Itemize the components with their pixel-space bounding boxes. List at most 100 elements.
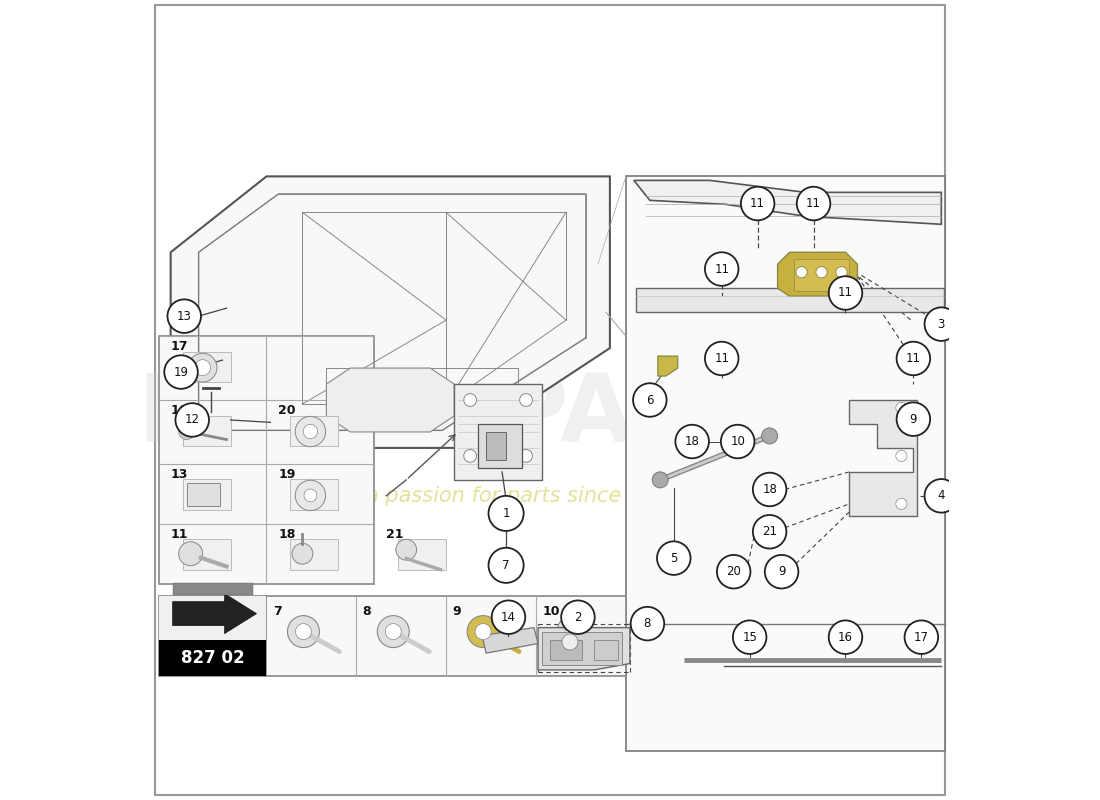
Circle shape	[475, 624, 491, 639]
Text: 18: 18	[762, 483, 777, 496]
Bar	[158, 336, 374, 584]
Circle shape	[634, 383, 667, 417]
Bar	[183, 539, 231, 570]
Text: EUROSPARE: EUROSPARE	[138, 370, 771, 462]
Text: 8: 8	[644, 617, 651, 630]
Circle shape	[295, 480, 326, 510]
Circle shape	[488, 548, 524, 583]
Circle shape	[195, 360, 210, 376]
Circle shape	[488, 496, 524, 531]
Bar	[793, 258, 849, 290]
Circle shape	[385, 624, 402, 639]
Text: 20: 20	[278, 404, 296, 418]
Bar	[158, 596, 266, 675]
Text: 6: 6	[646, 394, 653, 406]
Circle shape	[468, 616, 499, 647]
Circle shape	[657, 542, 691, 575]
Circle shape	[652, 472, 668, 488]
Circle shape	[292, 543, 312, 564]
Circle shape	[178, 423, 195, 439]
Bar	[626, 176, 945, 751]
Text: 11: 11	[750, 197, 766, 210]
Circle shape	[296, 624, 311, 639]
Circle shape	[178, 542, 202, 566]
Bar	[594, 639, 618, 659]
Bar	[173, 583, 253, 595]
Bar	[486, 432, 506, 460]
Text: 13: 13	[170, 468, 188, 481]
Circle shape	[705, 342, 738, 375]
Circle shape	[796, 186, 830, 220]
Text: 1: 1	[503, 507, 509, 520]
Circle shape	[557, 616, 588, 647]
Polygon shape	[173, 594, 256, 634]
Bar	[158, 596, 266, 639]
Text: 5: 5	[670, 552, 678, 565]
Bar	[183, 352, 231, 382]
Polygon shape	[454, 384, 542, 480]
Text: 16: 16	[838, 630, 853, 644]
Circle shape	[705, 252, 738, 286]
Polygon shape	[170, 176, 609, 448]
Circle shape	[562, 634, 578, 650]
Circle shape	[816, 266, 827, 278]
Text: 827 02: 827 02	[180, 649, 244, 666]
Polygon shape	[658, 356, 678, 376]
Text: 10: 10	[542, 606, 560, 618]
Circle shape	[895, 498, 908, 510]
Bar	[158, 639, 266, 675]
Circle shape	[630, 607, 664, 640]
Text: 7: 7	[273, 606, 282, 618]
Text: 19: 19	[278, 468, 296, 481]
Circle shape	[287, 616, 319, 647]
Circle shape	[828, 621, 862, 654]
Text: 11: 11	[714, 352, 729, 365]
Text: 18: 18	[684, 435, 700, 448]
Text: 7: 7	[503, 559, 509, 572]
Text: 9: 9	[778, 566, 785, 578]
Text: 8: 8	[363, 606, 372, 618]
Text: 11: 11	[906, 352, 921, 365]
Circle shape	[836, 266, 847, 278]
Circle shape	[924, 479, 958, 513]
Bar	[398, 539, 447, 570]
Text: 21: 21	[386, 528, 404, 541]
Circle shape	[895, 402, 908, 414]
Circle shape	[565, 624, 581, 639]
Text: 17: 17	[914, 630, 928, 644]
Polygon shape	[778, 252, 858, 296]
Circle shape	[761, 428, 778, 444]
Circle shape	[896, 402, 931, 436]
Circle shape	[741, 186, 774, 220]
Circle shape	[492, 601, 525, 634]
Polygon shape	[538, 628, 630, 670]
Polygon shape	[849, 400, 917, 516]
Text: 10: 10	[730, 435, 745, 448]
Circle shape	[924, 307, 958, 341]
Circle shape	[904, 621, 938, 654]
Bar	[183, 415, 231, 446]
Text: 14: 14	[500, 610, 516, 624]
Circle shape	[733, 621, 767, 654]
Circle shape	[752, 473, 786, 506]
Circle shape	[176, 403, 209, 437]
Circle shape	[675, 425, 708, 458]
Bar	[478, 424, 522, 468]
Circle shape	[895, 450, 908, 462]
Circle shape	[304, 489, 317, 502]
Text: a passion for parts since: a passion for parts since	[366, 486, 622, 506]
Text: 9: 9	[910, 413, 917, 426]
Circle shape	[752, 515, 786, 549]
Polygon shape	[634, 180, 942, 224]
Bar	[636, 288, 944, 312]
Circle shape	[164, 355, 198, 389]
Circle shape	[295, 416, 326, 446]
Bar	[542, 631, 621, 665]
Bar	[290, 539, 339, 570]
Text: 20: 20	[726, 566, 741, 578]
Text: 13: 13	[177, 310, 191, 322]
Text: 4: 4	[937, 490, 945, 502]
Circle shape	[464, 394, 476, 406]
Text: 11: 11	[714, 262, 729, 275]
Circle shape	[561, 601, 595, 634]
